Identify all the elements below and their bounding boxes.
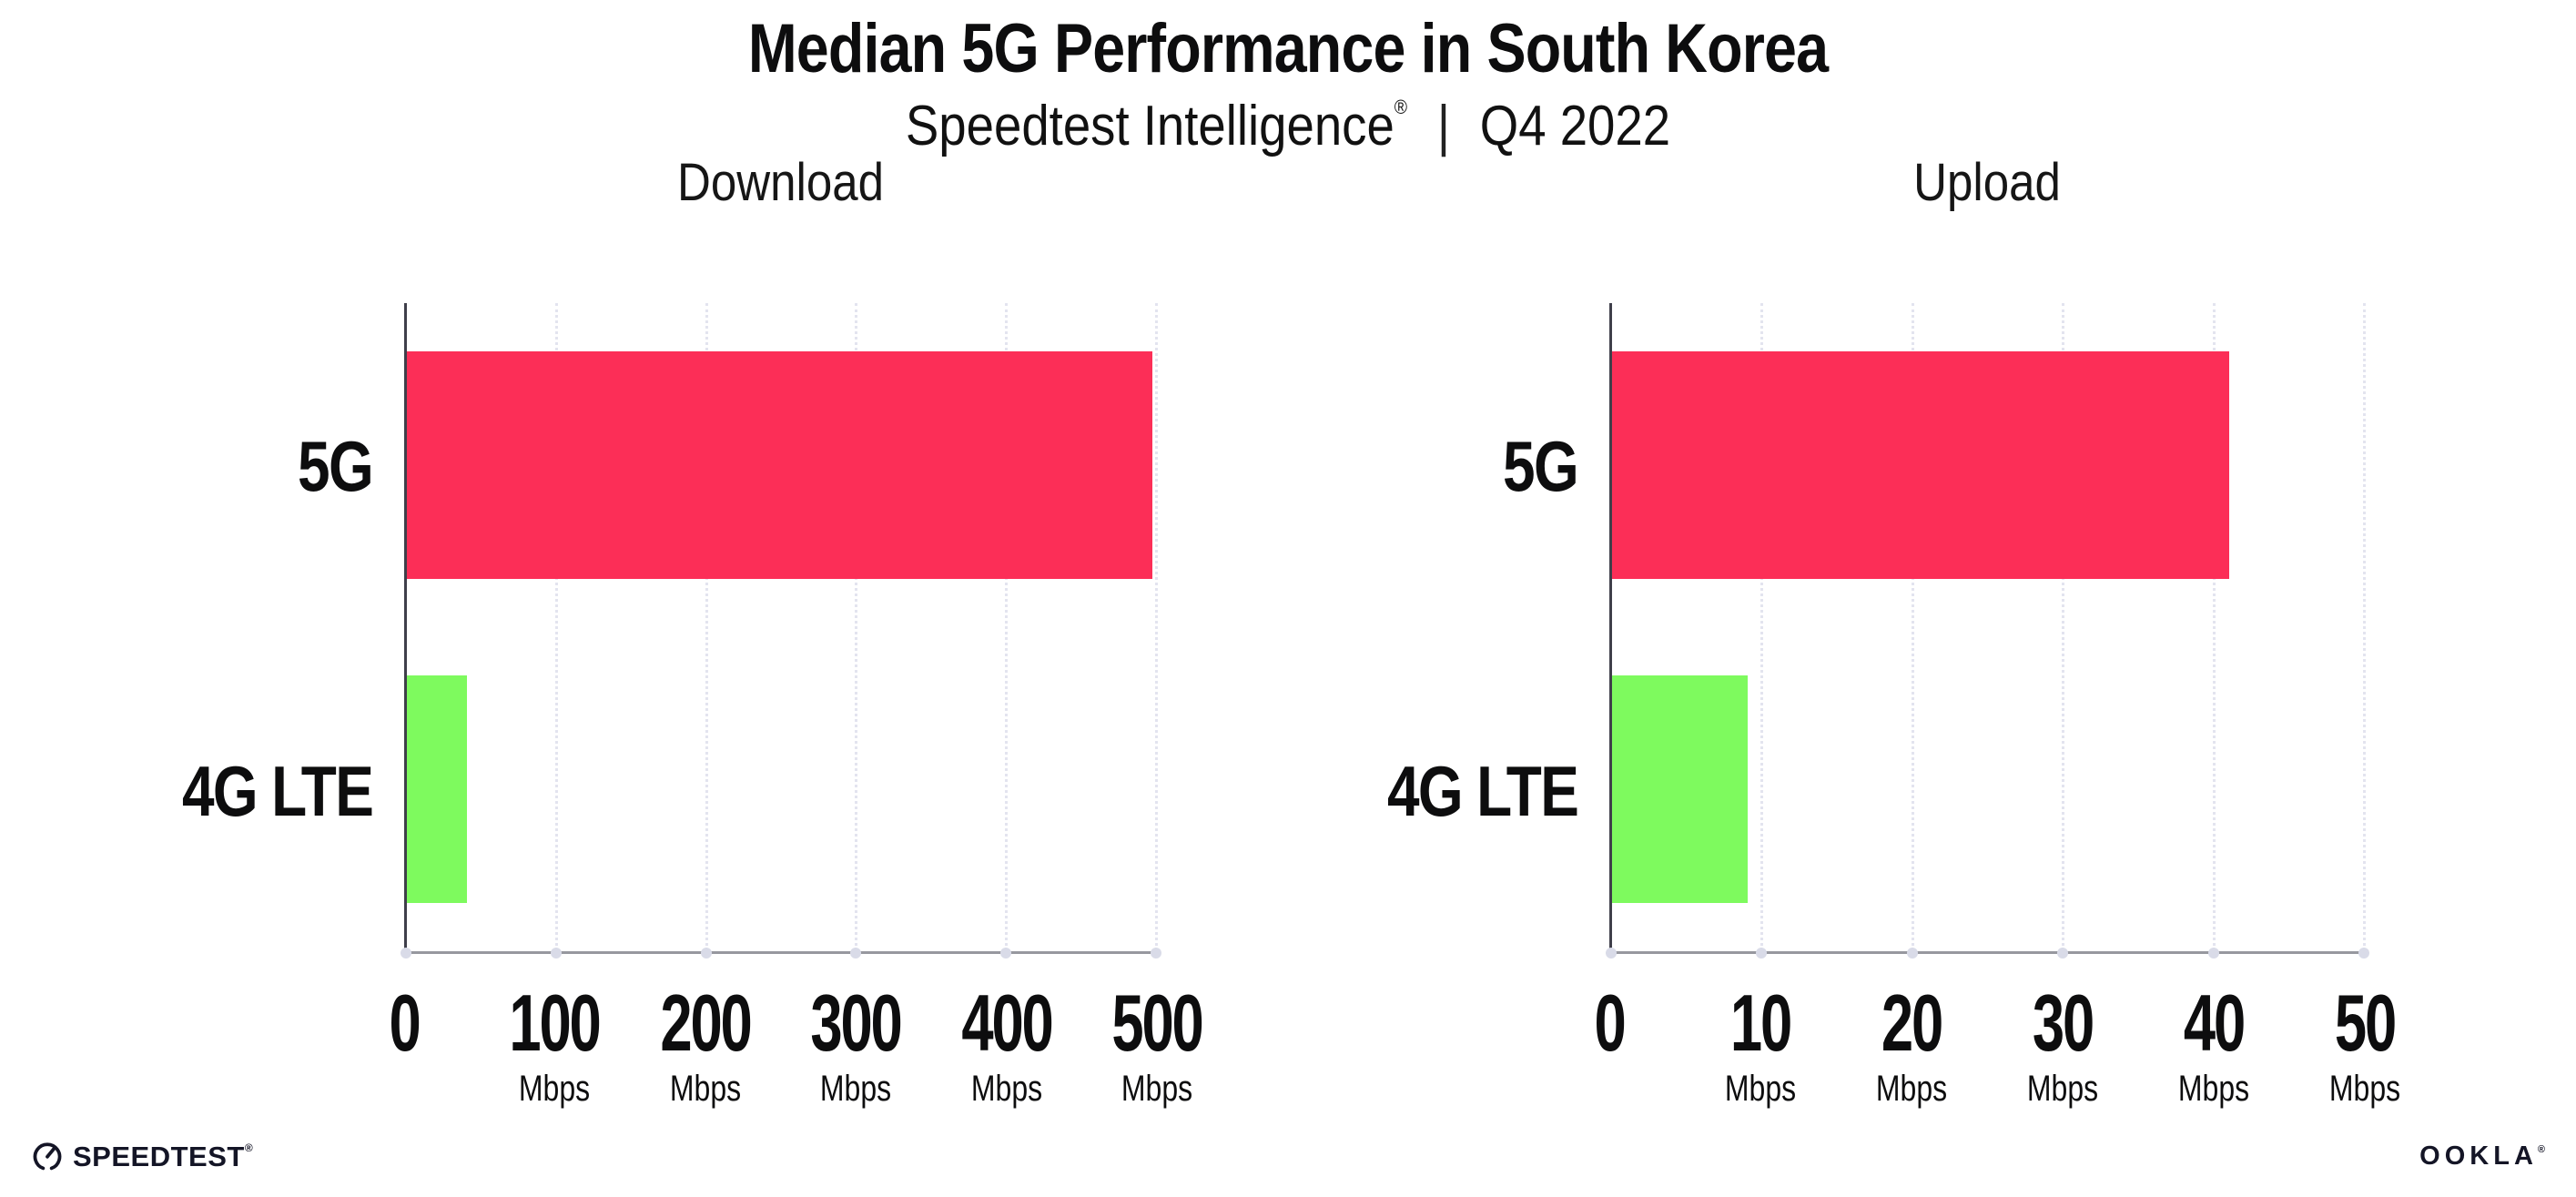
download-y-axis-labels: 5G 4G LTE [0,303,374,954]
x-tick-unit: Mbps [970,1069,1042,1109]
bar-5g [407,351,1153,579]
axis-tick-dot [2358,948,2369,959]
bar-4g-lte [407,675,467,903]
gridline [2363,303,2366,951]
axis-tick-dot [700,948,712,959]
x-tick-unit: Mbps [2177,1069,2250,1109]
x-tick-value: 100 [509,978,602,1068]
axis-tick-dot [1151,948,1161,959]
x-tick-label: 10 Mbps [1716,978,1805,1109]
x-tick-value: 0 [1594,978,1626,1068]
x-tick-label: 300 Mbps [793,978,918,1109]
x-tick-value: 400 [960,978,1053,1068]
gridline [554,303,558,951]
x-tick-value: 50 [2334,978,2397,1068]
gridline [855,303,858,951]
x-tick-label: 100 Mbps [492,978,617,1109]
gridline [2212,303,2216,951]
x-tick-value: 20 [1881,978,1943,1068]
header: Median 5G Performance in South Korea Spe… [0,13,2576,156]
axis-tick-dot [1000,948,1012,959]
bar-4g-lte [1612,675,1748,903]
download-x-axis: 0 100 Mbps 200 Mbps 300 Mbps 400 Mbps 500 Mbps [389,978,1203,1138]
axis-tick-dot [2057,948,2069,959]
category-label-4g-lte: 4G LTE [181,751,374,832]
upload-chart: Upload 5G 4G LTE 0 10 Mbps 20 Mbps 30 Mbps 40 Mb… [1288,137,2576,1147]
x-tick-value: 500 [1111,978,1203,1068]
speedtest-registered-mark: ® [244,1141,254,1154]
download-plot-area [401,303,1161,959]
x-tick-unit: Mbps [1121,1069,1193,1109]
x-tick-value: 200 [660,978,752,1068]
upload-x-axis: 0 10 Mbps 20 Mbps 30 Mbps 40 Mbps 50 Mbps [1594,978,2400,1138]
speedtest-gauge-icon [33,1142,62,1171]
gridline [1911,303,1914,951]
axis-tick-dot [1906,948,1918,959]
x-tick-value: 300 [810,978,903,1068]
x-tick-unit: Mbps [1875,1069,1948,1109]
axis-tick-dot [1756,948,1768,959]
ookla-logo: OOKLA® [2419,1143,2545,1170]
category-label-5g: 5G [1502,425,1579,506]
x-tick-label: 30 Mbps [2018,978,2107,1109]
x-tick-unit: Mbps [519,1069,591,1109]
ookla-label: OOKLA [2419,1141,2538,1171]
gridline [1760,303,1764,951]
axis-tick-dot [550,948,562,959]
axis-tick-dot [850,948,862,959]
speedtest-label: SPEEDTEST [73,1140,245,1172]
x-tick-label: 200 Mbps [643,978,768,1109]
download-chart: Download 5G 4G LTE 0 100 Mbps 200 Mbps 300 Mbp… [0,137,1288,1147]
x-tick-unit: Mbps [2026,1069,2099,1109]
gridline [1005,303,1009,951]
ookla-registered-mark: ® [2537,1144,2545,1155]
gridline [1155,303,1158,951]
x-tick-unit: Mbps [669,1069,741,1109]
upload-chart-title: Upload [1913,153,2061,212]
x-tick-value: 40 [2183,978,2246,1068]
axis-tick-dot [401,948,411,959]
x-tick-unit: Mbps [1724,1069,1797,1109]
x-tick-value: 0 [389,978,421,1068]
x-tick-label: 0 [1588,983,1630,1063]
upload-y-axis-labels: 5G 4G LTE [1288,303,1579,954]
subtitle-separator: | [1436,94,1451,157]
x-tick-unit: Mbps [2328,1069,2401,1109]
download-chart-title: Download [676,153,884,212]
speedtest-logo: SPEEDTEST® [31,1140,253,1172]
x-tick-label: 40 Mbps [2169,978,2258,1109]
axis-tick-dot [1606,948,1617,959]
page-subtitle: Speedtest Intelligence® | Q4 2022 [155,96,2421,156]
gridline [705,303,708,951]
category-label-5g: 5G [297,425,374,506]
x-tick-label: 50 Mbps [2320,978,2409,1109]
page-title: Median 5G Performance in South Korea [747,10,1829,87]
speedtest-wordmark: SPEEDTEST® [73,1142,253,1171]
x-tick-label: 400 Mbps [944,978,1070,1109]
x-tick-value: 10 [1729,978,1792,1068]
upload-plot-area [1606,303,2369,959]
x-tick-label: 20 Mbps [1867,978,1956,1109]
x-tick-label: 0 [383,983,425,1063]
ookla-wordmark: OOKLA® [2419,1143,2545,1170]
subtitle-period: Q4 2022 [1479,94,1671,157]
category-label-4g-lte: 4G LTE [1386,751,1579,832]
x-tick-unit: Mbps [820,1069,892,1109]
gridline [2062,303,2065,951]
bar-5g [1612,351,2230,579]
registered-mark: ® [1394,95,1408,118]
x-tick-label: 500 Mbps [1094,978,1220,1109]
axis-tick-dot [2207,948,2219,959]
subtitle-brand: Speedtest Intelligence [905,94,1394,157]
x-tick-value: 30 [2032,978,2094,1068]
